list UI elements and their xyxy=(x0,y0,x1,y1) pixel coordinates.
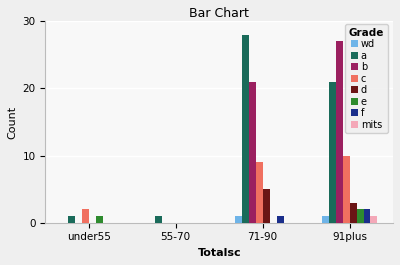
Title: Bar Chart: Bar Chart xyxy=(189,7,249,20)
Bar xyxy=(343,156,350,223)
Bar xyxy=(370,216,378,223)
Bar xyxy=(356,209,364,223)
Bar xyxy=(322,216,329,223)
Bar xyxy=(276,216,284,223)
Bar xyxy=(68,216,75,223)
Bar xyxy=(350,203,356,223)
Bar xyxy=(249,82,256,223)
Y-axis label: Count: Count xyxy=(7,105,17,139)
Bar xyxy=(96,216,103,223)
Bar xyxy=(242,34,249,223)
Bar xyxy=(235,216,242,223)
Bar xyxy=(364,209,370,223)
Bar xyxy=(256,162,263,223)
Bar xyxy=(263,189,270,223)
X-axis label: Totalsc: Totalsc xyxy=(197,248,241,258)
Bar xyxy=(329,82,336,223)
Legend: wd, a, b, c, d, e, f, mits: wd, a, b, c, d, e, f, mits xyxy=(345,24,388,133)
Bar xyxy=(336,41,343,223)
Bar xyxy=(155,216,162,223)
Bar xyxy=(82,209,89,223)
